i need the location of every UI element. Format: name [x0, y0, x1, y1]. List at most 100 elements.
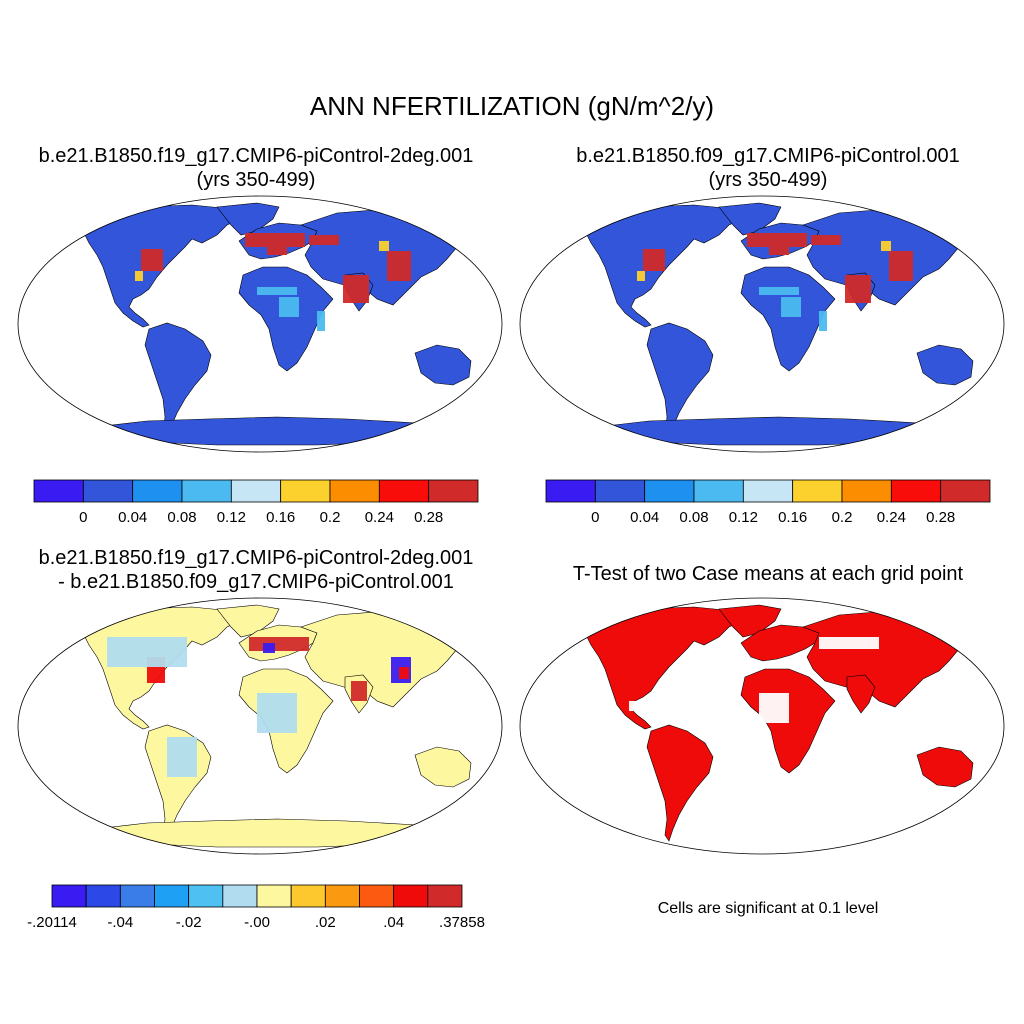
continent-antarctica: [93, 416, 449, 446]
continent-north-america: [584, 204, 748, 328]
hotspot-region: [819, 637, 879, 649]
continent-greenland: [718, 202, 782, 236]
hotspot-region: [343, 275, 369, 303]
continent-south-america: [646, 724, 714, 842]
colorbar-swatch: [359, 884, 395, 908]
colorbar-tick-label: 0.04: [118, 509, 147, 526]
panel-title-case1-line1: b.e21.B1850.f19_g17.CMIP6-piControl-2deg…: [38, 145, 474, 167]
figure-title: ANN NFERTILIZATION (gN/m^2/y): [309, 91, 715, 121]
colorbar-case1: 0 0.04 0.08 0.12 0.16 0.2 0.24 0.28: [33, 479, 479, 526]
colorbar-tick-label: .04: [383, 914, 404, 931]
colorbar-tick-label: 0.2: [832, 509, 853, 526]
colorbar-swatch: [230, 479, 282, 503]
hotspot-region: [629, 701, 643, 711]
map-case2: [519, 195, 1005, 453]
hotspot-region: [135, 271, 143, 281]
panel-title-ttest: T-Test of two Case means at each grid po…: [512, 562, 1024, 586]
colorbar-swatch: [290, 884, 326, 908]
colorbar-swatch: [393, 884, 429, 908]
hotspot-region: [769, 247, 789, 255]
colorbar-swatch: [545, 479, 596, 503]
colorbar-swatch: [792, 479, 843, 503]
hotspot-region: [309, 235, 339, 245]
colorbar-tick-label: 0: [591, 509, 599, 526]
colorbar-swatch: [82, 479, 134, 503]
hotspot-region: [107, 637, 187, 667]
hotspot-region: [249, 637, 309, 651]
colorbar-swatch: [742, 479, 794, 503]
hotspot-region: [399, 667, 409, 679]
continent-india: [846, 674, 876, 714]
colorbar-tick-label: .37858: [439, 914, 485, 931]
colorbar-swatch: [693, 479, 744, 503]
colorbar-tick-label: 0.12: [217, 509, 246, 526]
hotspot-region: [889, 251, 913, 281]
colorbar-tick-label: 0.28: [926, 509, 955, 526]
hotspot-region: [257, 693, 297, 733]
land-layer: [82, 604, 490, 848]
hotspot-region: [881, 241, 891, 251]
hotspot-region: [819, 311, 827, 331]
colorbar-tick-label: -.20114: [27, 914, 77, 931]
colorbar-swatch: [154, 884, 190, 908]
panel-title-case2-line1: b.e21.B1850.f09_g17.CMIP6-piControl.001: [576, 145, 960, 167]
map-frame: [17, 597, 503, 855]
hotspot-region: [637, 271, 645, 281]
continent-australia: [414, 344, 472, 386]
colorbar-tick-label: -.04: [107, 914, 133, 931]
land-layer: [584, 604, 992, 842]
colorbar-tick-label: 0.28: [414, 509, 443, 526]
colorbar-diff: -.20114 -.04 -.02 -.00 .02 .04 .37858: [27, 884, 485, 931]
panel-title-diff: b.e21.B1850.f19_g17.CMIP6-piControl-2deg…: [0, 546, 512, 594]
hotspot-region: [759, 693, 789, 723]
colorbar-tick-label: 0.2: [320, 509, 341, 526]
colorbar-tick-label: .02: [315, 914, 336, 931]
colorbar-swatch: [324, 884, 360, 908]
colorbar-swatch: [256, 884, 292, 908]
colorbar-tick-label: 0.24: [877, 509, 906, 526]
continent-asia: [802, 610, 992, 708]
panel-title-case1-line2: (yrs 350-499): [196, 169, 316, 191]
colorbar-swatch: [181, 479, 232, 503]
colorbar-swatch: [85, 884, 121, 908]
continent-australia: [414, 746, 472, 788]
continent-greenland: [216, 202, 280, 236]
continent-europe: [740, 624, 820, 662]
hotspot-region: [747, 233, 807, 247]
panel-title-case2-line2: (yrs 350-499): [708, 169, 828, 191]
colorbar-case2: 0 0.04 0.08 0.12 0.16 0.2 0.24 0.28: [545, 479, 991, 526]
colorbar-tick-label: 0.24: [365, 509, 394, 526]
colorbar-tick-label: 0.16: [778, 509, 807, 526]
continent-greenland: [718, 604, 782, 638]
panel-title-ttest-line1: T-Test of two Case means at each grid po…: [572, 563, 964, 585]
hotspot-region: [759, 287, 799, 295]
hotspot-region: [267, 247, 287, 255]
hotspot-region: [781, 297, 801, 317]
panel-title-diff-line2: - b.e21.B1850.f09_g17.CMIP6-piControl.00…: [58, 571, 454, 593]
hotspot-region: [643, 249, 665, 271]
colorbar-tick-label: 0.08: [679, 509, 708, 526]
colorbar-tick-label: 0: [79, 509, 87, 526]
colorbar-swatch: [644, 479, 695, 503]
colorbar-swatch: [940, 479, 991, 503]
continent-antarctica: [595, 416, 951, 446]
map-case1: [17, 195, 503, 453]
land-layer: [82, 202, 490, 446]
colorbar-swatch: [841, 479, 892, 503]
continent-greenland: [216, 604, 280, 638]
panel-title-case2: b.e21.B1850.f09_g17.CMIP6-piControl.001 …: [512, 144, 1024, 192]
map-frame: [17, 195, 503, 453]
colorbar-tick-label: -.00: [244, 914, 270, 931]
hotspot-region: [279, 297, 299, 317]
map-frame: [519, 597, 1005, 855]
continent-north-america: [82, 204, 246, 328]
hotspot-region: [263, 643, 275, 653]
colorbar-tick-label: -.02: [176, 914, 202, 931]
colorbar-tick-label: 0.16: [266, 509, 295, 526]
continent-north-america: [584, 606, 748, 730]
hotspot-region: [141, 249, 163, 271]
colorbar-swatch: [428, 479, 479, 503]
map-diff: [17, 597, 503, 855]
continent-antarctica: [93, 818, 449, 848]
land-layer: [584, 202, 992, 446]
